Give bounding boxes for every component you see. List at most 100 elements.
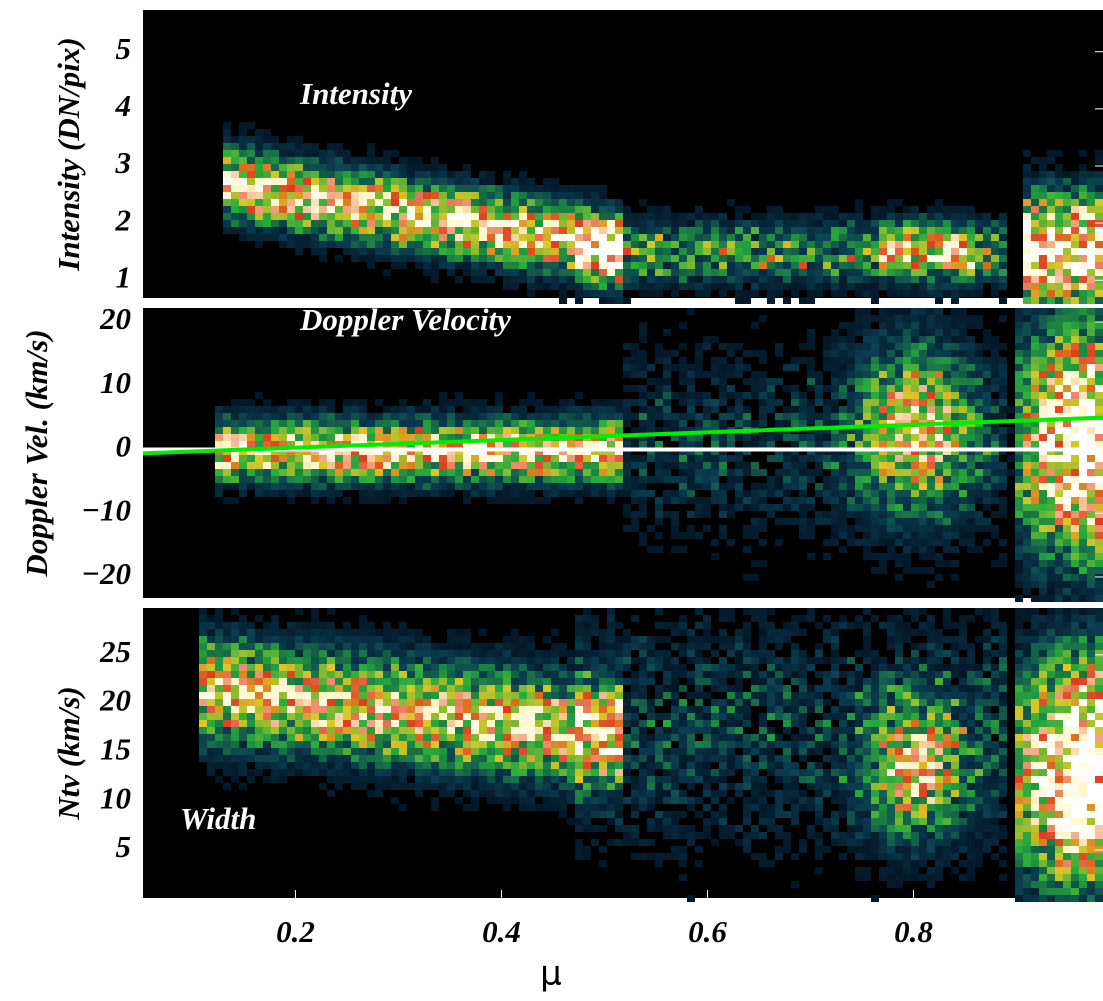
heatmap-cell xyxy=(791,399,799,406)
heatmap-cell xyxy=(247,483,255,490)
heatmap-cell xyxy=(263,220,271,227)
heatmap-cell xyxy=(935,441,943,448)
heatmap-cell xyxy=(935,462,943,469)
heatmap-cell xyxy=(679,399,687,406)
heatmap-cell xyxy=(319,406,327,413)
heatmap-cell xyxy=(967,462,975,469)
heatmap-cell xyxy=(1087,518,1095,525)
heatmap-cell xyxy=(559,650,567,657)
heatmap-cell xyxy=(751,213,759,220)
heatmap-cell xyxy=(759,371,767,378)
heatmap-cell xyxy=(375,164,383,171)
heatmap-cell xyxy=(847,392,855,399)
heatmap-cell xyxy=(935,455,943,462)
heatmap-cell xyxy=(967,546,975,553)
heatmap-cell xyxy=(319,643,327,650)
heatmap-cell xyxy=(751,350,759,357)
heatmap-cell xyxy=(687,213,695,220)
heatmap-cell xyxy=(823,413,831,420)
heatmap-cell xyxy=(703,255,711,262)
heatmap-cell xyxy=(583,420,591,427)
heatmap-cell xyxy=(447,420,455,427)
heatmap-cell xyxy=(351,643,359,650)
heatmap-cell xyxy=(679,497,687,504)
heatmap-cell xyxy=(807,241,815,248)
heatmap-cell xyxy=(255,406,263,413)
heatmap-cell xyxy=(1063,385,1071,392)
heatmap-cell xyxy=(1031,357,1039,364)
heatmap-cell xyxy=(383,622,391,629)
heatmap-cell xyxy=(391,199,399,206)
heatmap-cell xyxy=(735,476,743,483)
heatmap-cell xyxy=(695,622,703,629)
heatmap-cell xyxy=(903,455,911,462)
heatmap-cell xyxy=(927,413,935,420)
heatmap-cell xyxy=(751,385,759,392)
heatmap-cell xyxy=(559,241,567,248)
heatmap-cell xyxy=(263,427,271,434)
heatmap-cell xyxy=(959,497,967,504)
heatmap-cell xyxy=(1055,241,1063,248)
heatmap-cell xyxy=(1031,518,1039,525)
heatmap-cell xyxy=(1079,371,1087,378)
heatmap-cell xyxy=(1087,227,1095,234)
heatmap-cell xyxy=(511,276,519,283)
heatmap-cell xyxy=(599,664,607,671)
heatmap-cell xyxy=(743,276,751,283)
heatmap-cell xyxy=(503,650,511,657)
heatmap-cell xyxy=(1095,227,1103,234)
heatmap-cell xyxy=(1063,315,1071,322)
heatmap-cell xyxy=(1095,574,1103,581)
heatmap-cell xyxy=(287,664,295,671)
heatmap-cell xyxy=(839,350,847,357)
heatmap-cell xyxy=(703,399,711,406)
heatmap-cell xyxy=(767,241,775,248)
heatmap-cell xyxy=(287,241,295,248)
heatmap-cell xyxy=(967,518,975,525)
heatmap-cell xyxy=(991,664,999,671)
heatmap-cell xyxy=(815,206,823,213)
heatmap-cell xyxy=(743,378,751,385)
heatmap-cell xyxy=(503,469,511,476)
heatmap-cell xyxy=(695,413,703,420)
heatmap-cell xyxy=(1039,532,1047,539)
heatmap-cell xyxy=(1015,462,1023,469)
heatmap-cell xyxy=(1047,206,1055,213)
heatmap-cell xyxy=(1031,157,1039,164)
heatmap-cell xyxy=(639,262,647,269)
heatmap-cell xyxy=(615,255,623,262)
heatmap-cell xyxy=(863,227,871,234)
heatmap-cell xyxy=(695,643,703,650)
heatmap-cell xyxy=(759,518,767,525)
heatmap-cell xyxy=(895,350,903,357)
heatmap-cell xyxy=(927,483,935,490)
heatmap-cell xyxy=(279,476,287,483)
heatmap-cell xyxy=(1095,269,1103,276)
heatmap-cell xyxy=(967,227,975,234)
heatmap-cell xyxy=(663,406,671,413)
heatmap-cell xyxy=(495,255,503,262)
heatmap-cell xyxy=(911,615,919,622)
heatmap-cell xyxy=(871,371,879,378)
heatmap-cell xyxy=(1079,420,1087,427)
heatmap-cell xyxy=(663,657,671,664)
heatmap-cell xyxy=(911,385,919,392)
heatmap-cell xyxy=(799,462,807,469)
heatmap-cell xyxy=(1047,297,1055,304)
heatmap-cell xyxy=(231,434,239,441)
heatmap-cell xyxy=(615,650,623,657)
heatmap-cell xyxy=(615,262,623,269)
heatmap-cell xyxy=(759,420,767,427)
heatmap-cell xyxy=(1039,511,1047,518)
heatmap-cell xyxy=(447,427,455,434)
heatmap-cell xyxy=(255,629,263,636)
heatmap-cell xyxy=(463,213,471,220)
heatmap-cell xyxy=(919,539,927,546)
heatmap-cell xyxy=(303,206,311,213)
heatmap-cell xyxy=(335,199,343,206)
heatmap-cell xyxy=(1039,399,1047,406)
heatmap-cell xyxy=(479,420,487,427)
heatmap-cell xyxy=(527,441,535,448)
heatmap-cell xyxy=(407,220,415,227)
